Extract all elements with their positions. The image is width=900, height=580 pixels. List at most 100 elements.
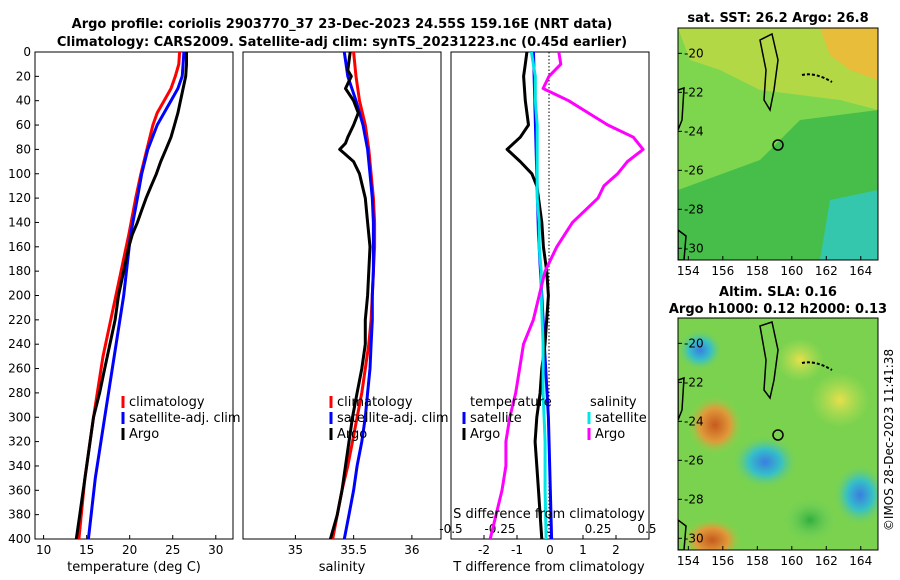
sst-map-panel: sat. SST: 26.2 Argo: 26.8 154 156 158 160 16… bbox=[677, 11, 879, 278]
lat-tick-label: -26 bbox=[684, 453, 704, 467]
sla-low-anomaly bbox=[678, 330, 722, 370]
x-tick-label: 0 bbox=[546, 543, 554, 557]
x-tick-label: 1 bbox=[579, 543, 587, 557]
x-tick-label: 2 bbox=[612, 543, 620, 557]
series-s-satellite-line bbox=[529, 52, 548, 539]
depth-tick-label: 340 bbox=[8, 459, 31, 473]
lon-tick-label: 154 bbox=[677, 264, 700, 278]
legend-s-argo-label: Argo bbox=[595, 427, 625, 442]
coastline-reef bbox=[759, 321, 779, 400]
figure-title-line1: Argo profile: coriolis 2903770_37 23-Dec… bbox=[72, 17, 613, 32]
sla-map-panel: Altim. SLA: 0.16 Argo h1000: 0.12 h2000:… bbox=[669, 285, 887, 568]
lon-tick-label: 158 bbox=[746, 554, 769, 568]
sla-mid-anomaly bbox=[810, 372, 870, 428]
legend-climatology-label: climatology bbox=[129, 395, 205, 410]
lat-tick-label: -24 bbox=[684, 124, 704, 138]
depth-tick-label: 320 bbox=[8, 435, 31, 449]
coastline-mainland bbox=[678, 86, 687, 260]
legend-argo-label: Argo bbox=[337, 427, 367, 442]
s-diff-tick-label: 0 bbox=[545, 522, 553, 536]
sla-high-anomaly bbox=[682, 518, 742, 550]
legend-satellite-label: satellite-adj. clim bbox=[337, 411, 449, 426]
sst-map-title: sat. SST: 26.2 Argo: 26.8 bbox=[687, 11, 868, 26]
argo-location-marker bbox=[772, 429, 784, 441]
lon-tick-label: 156 bbox=[711, 554, 734, 568]
depth-tick-label: 20 bbox=[16, 69, 31, 83]
sst-warmest-area bbox=[820, 28, 878, 80]
temperature-difference-legend: temperature satellite Argo bbox=[462, 395, 552, 442]
x-tick-label: 15 bbox=[79, 543, 94, 557]
sla-map-image bbox=[678, 318, 878, 550]
coastline-islands bbox=[801, 361, 833, 371]
x-tick-label: 30 bbox=[208, 543, 223, 557]
s-diff-tick-label: 0.25 bbox=[585, 522, 612, 536]
sla-mid-anomaly bbox=[776, 338, 824, 382]
lon-tick-label: 164 bbox=[849, 264, 872, 278]
salinity-x-ticks: 35 35.5 36 bbox=[288, 535, 420, 557]
sla-map-title-line1: Altim. SLA: 0.16 bbox=[719, 285, 837, 300]
lat-tick-label: -30 bbox=[684, 531, 704, 545]
sst-coolest-area bbox=[820, 190, 878, 260]
x-tick-label: 10 bbox=[36, 543, 51, 557]
difference-x-ticks: -2 -1 0 1 2 bbox=[478, 535, 620, 557]
difference-xlabel: T difference from climatology bbox=[452, 560, 645, 575]
sla-mid-anomaly bbox=[784, 498, 836, 542]
depth-tick-label: 100 bbox=[8, 167, 31, 181]
depth-tick-label: 400 bbox=[8, 532, 31, 546]
x-tick-label: -2 bbox=[478, 543, 490, 557]
depth-tick-label: 80 bbox=[16, 142, 31, 156]
depth-tick-label: 0 bbox=[23, 45, 31, 59]
depth-tick-label: 60 bbox=[16, 118, 31, 132]
salinity-xlabel: salinity bbox=[319, 560, 366, 575]
coastline-mainland bbox=[678, 376, 687, 550]
temperature-axes-box bbox=[34, 51, 234, 540]
lon-tick-label: 156 bbox=[711, 264, 734, 278]
series-argo-line bbox=[74, 52, 188, 539]
lon-tick-label: 162 bbox=[815, 264, 838, 278]
x-tick-label: 20 bbox=[122, 543, 137, 557]
lon-tick-label: 164 bbox=[849, 554, 872, 568]
lon-tick-label: 160 bbox=[780, 554, 803, 568]
lat-tick-label: -20 bbox=[684, 46, 704, 60]
series-argo-line bbox=[328, 52, 372, 539]
temperature-legend: climatology satellite-adj. clim Argo bbox=[121, 395, 241, 442]
imos-timestamp: ©IMOS 28-Dec-2023 11:41:38 bbox=[882, 349, 896, 531]
s-diff-tick-label: 0.5 bbox=[637, 522, 656, 536]
lat-tick-label: -22 bbox=[684, 85, 704, 99]
x-tick-label: 35.5 bbox=[340, 543, 367, 557]
s-diff-tick-label: -0.25 bbox=[484, 522, 515, 536]
sla-low-anomaly bbox=[834, 465, 878, 525]
salinity-panel: 35 35.5 36 salinity climatology satellite-… bbox=[242, 51, 449, 575]
legend-argo-label: Argo bbox=[129, 427, 159, 442]
lat-tick-label: -28 bbox=[684, 492, 704, 506]
depth-tick-label: 40 bbox=[16, 94, 31, 108]
temperature-lines bbox=[74, 52, 188, 539]
lat-tick-label: -24 bbox=[684, 414, 704, 428]
x-tick-label: 25 bbox=[165, 543, 180, 557]
depth-tick-label: 160 bbox=[8, 240, 31, 254]
legend-temperature-header: temperature bbox=[470, 395, 552, 410]
legend-climatology-label: climatology bbox=[337, 395, 413, 410]
depth-tick-label: 200 bbox=[8, 289, 31, 303]
lat-tick-label: -26 bbox=[684, 163, 704, 177]
lon-tick-label: 162 bbox=[815, 554, 838, 568]
legend-t-satellite-label: satellite bbox=[470, 411, 522, 426]
difference-panel: -2 -1 0 1 2 -0.5 -0.25 0 0.25 0.5 T difference f… bbox=[439, 51, 657, 575]
x-tick-label: 35 bbox=[288, 543, 303, 557]
depth-tick-label: 240 bbox=[8, 337, 31, 351]
legend-satellite-label: satellite-adj. clim bbox=[129, 411, 241, 426]
legend-t-argo-label: Argo bbox=[470, 427, 500, 442]
s-diff-tick-label: -0.5 bbox=[439, 522, 462, 536]
sla-map-ticks: 154 156 158 160 162 164 -20 -22 -24 -26 -28 -30 bbox=[677, 336, 872, 568]
lon-tick-label: 158 bbox=[746, 264, 769, 278]
legend-salinity-header: salinity bbox=[590, 395, 637, 410]
series-satellite-adj-clim-line bbox=[86, 52, 186, 539]
lat-tick-label: -28 bbox=[684, 202, 704, 216]
legend-s-satellite-label: satellite bbox=[595, 411, 647, 426]
sla-map-frame bbox=[677, 317, 879, 551]
sla-map-title-line2: Argo h1000: 0.12 h2000: 0.13 bbox=[669, 302, 887, 317]
series-t-argo-line bbox=[505, 52, 550, 539]
temperature-xlabel: temperature (deg C) bbox=[67, 560, 201, 575]
figure-title-line2: Climatology: CARS2009. Satellite-adj cli… bbox=[57, 35, 627, 50]
